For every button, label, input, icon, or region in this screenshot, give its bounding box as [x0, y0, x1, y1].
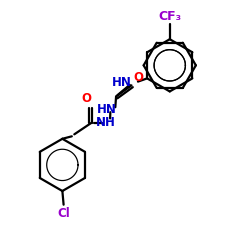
- Text: HN: HN: [112, 76, 132, 89]
- Text: CF₃: CF₃: [158, 10, 181, 23]
- Text: O: O: [81, 92, 91, 105]
- Text: Cl: Cl: [57, 207, 70, 220]
- Text: NH: NH: [96, 116, 116, 129]
- Text: O: O: [133, 70, 143, 84]
- Text: HN: HN: [97, 103, 117, 116]
